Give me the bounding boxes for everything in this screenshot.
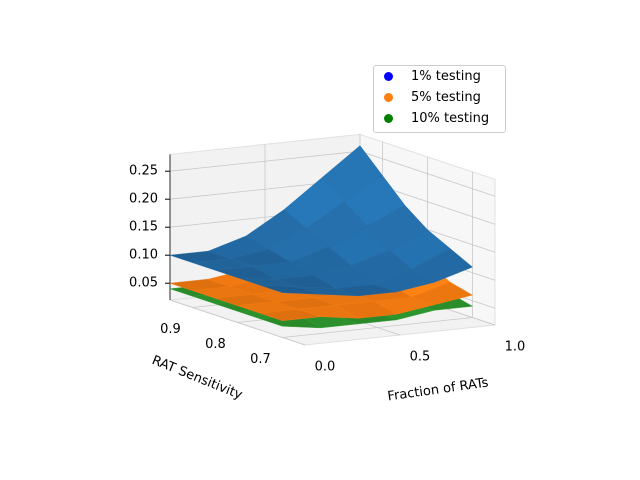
z-tick-label: 0.25 bbox=[129, 164, 158, 179]
legend-marker bbox=[384, 114, 393, 123]
surface-patch bbox=[411, 248, 473, 283]
x-tick-label: 0.0 bbox=[315, 360, 336, 375]
legend: 1% testing 5% testing 10% testing bbox=[373, 65, 506, 133]
legend-label: 1% testing bbox=[411, 69, 481, 84]
y-tick-label: 0.8 bbox=[205, 337, 226, 352]
grid-line bbox=[282, 171, 473, 338]
surface-patch bbox=[411, 281, 474, 305]
legend-label: 10% testing bbox=[411, 111, 490, 126]
y-tick-label: 0.7 bbox=[250, 352, 271, 367]
y-tick-label: 0.9 bbox=[160, 322, 181, 337]
z-tick-label: 0.20 bbox=[129, 192, 158, 207]
legend-label: 5% testing bbox=[411, 90, 481, 105]
y-axis-label: RAT Sensitivity bbox=[150, 353, 245, 403]
x-tick-label: 1.0 bbox=[505, 340, 526, 355]
legend-item: 1% testing bbox=[384, 67, 481, 87]
legend-item: 5% testing bbox=[384, 88, 481, 108]
z-tick-label: 0.10 bbox=[129, 248, 158, 263]
x-axis-label: Fraction of RATs bbox=[387, 375, 490, 404]
legend-item: 10% testing bbox=[384, 109, 489, 129]
surface bbox=[169, 145, 473, 297]
x-tick-label: 0.5 bbox=[410, 350, 431, 365]
legend-marker bbox=[384, 72, 393, 81]
z-tick-label: 0.15 bbox=[129, 220, 158, 235]
legend-marker bbox=[384, 93, 393, 102]
z-tick-label: 0.05 bbox=[129, 276, 158, 291]
